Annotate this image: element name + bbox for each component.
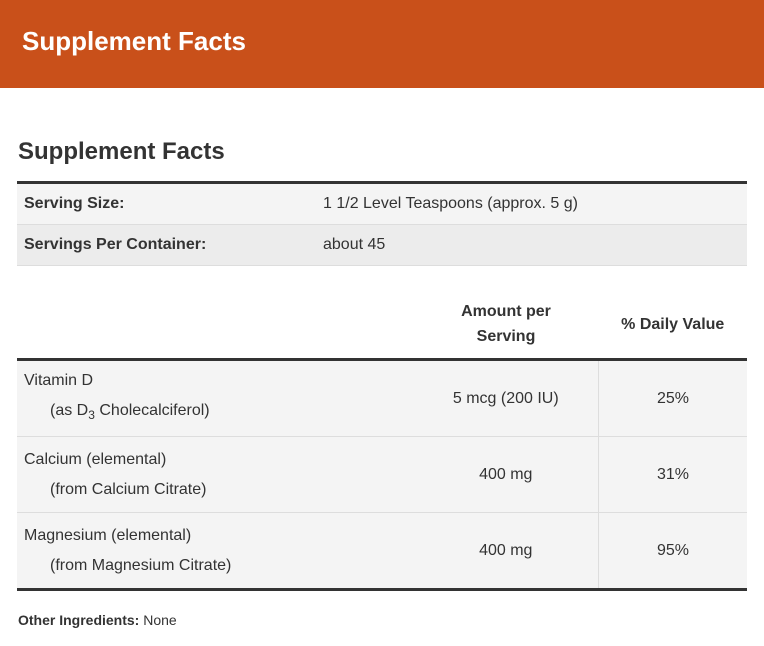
nutrient-detail: (as D3 Cholecalciferol) <box>24 396 413 430</box>
amount: 400 mg <box>413 512 599 591</box>
row: Magnesium (elemental) (from Magnesium Cit… <box>17 512 747 591</box>
amount: 5 mcg (200 IU) <box>413 359 599 437</box>
detail-part: Cholecalciferol) <box>94 402 210 420</box>
daily-value: 95% <box>598 512 747 591</box>
row: Calcium (elemental) (from Calcium Citrate… <box>17 436 747 513</box>
detail-part: (from Magnesium Citrate) <box>50 556 232 574</box>
nutrient-detail: (from Magnesium Citrate) <box>24 551 413 581</box>
value: 1 1/2 Level Teaspoons (approx. 5 g) <box>316 182 747 225</box>
amount: 400 mg <box>413 436 599 513</box>
label: Servings Per Container: <box>17 224 316 266</box>
nutrient-name: Magnesium (elemental) <box>24 526 192 544</box>
header-bar: Supplement Facts <box>0 0 764 88</box>
column-header: Amount per Serving <box>413 290 599 361</box>
nutrient: Vitamin D (as D3 Cholecalciferol) <box>17 359 414 437</box>
header-title: Supplement Facts <box>22 26 246 56</box>
section-heading: Supplement Facts <box>18 138 225 165</box>
detail-part: (from Calcium Citrate) <box>50 480 207 498</box>
nutrient: Calcium (elemental) (from Calcium Citrate… <box>17 436 414 513</box>
header-row: Amount per Serving% Daily Value <box>17 290 747 361</box>
label: Other Ingredients: <box>18 612 140 628</box>
daily-value: 25% <box>598 359 747 437</box>
detail-part: 3 <box>88 408 95 423</box>
nutrient-table: Amount per Serving% Daily Value Vitamin … <box>17 290 747 591</box>
row: Servings Per Container: about 45 <box>17 224 747 266</box>
row: Serving Size: 1 1/2 Level Teaspoons (appr… <box>17 182 747 225</box>
daily-value: 31% <box>598 436 747 513</box>
label: Serving Size: <box>17 182 316 225</box>
nutrient-name: Vitamin D <box>24 372 94 390</box>
column-header: % Daily Value <box>598 290 747 361</box>
nutrient-detail: (from Calcium Citrate) <box>24 475 413 505</box>
other-ingredients: Other Ingredients: None <box>18 612 177 628</box>
nutrient-name: Calcium (elemental) <box>24 450 167 468</box>
detail-part: (as D <box>50 402 89 420</box>
row: Vitamin D (as D3 Cholecalciferol) 5 mcg (2… <box>17 359 747 437</box>
serving-table: Serving Size: 1 1/2 Level Teaspoons (appr… <box>17 181 747 266</box>
nutrient: Magnesium (elemental) (from Magnesium Cit… <box>17 512 414 591</box>
value: None <box>143 612 177 628</box>
value: about 45 <box>316 224 747 266</box>
